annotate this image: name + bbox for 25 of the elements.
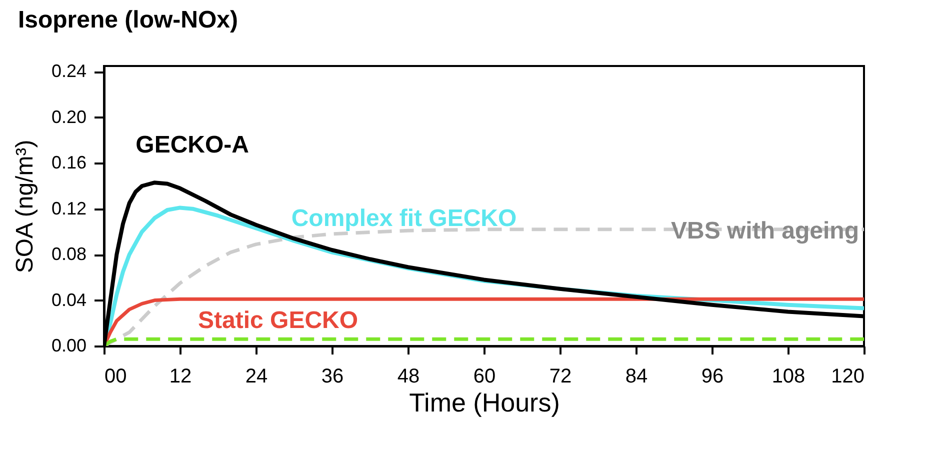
y-tick-label: 0.20 — [51, 106, 86, 127]
y-tick-label: 0.16 — [51, 152, 86, 173]
chart-title: Isoprene (low-NOx) — [18, 6, 238, 34]
y-tick-label: 0.00 — [51, 336, 86, 356]
x-tick-label: 96 — [701, 366, 724, 388]
x-tick-label: 36 — [321, 366, 344, 388]
x-tick-label: 60 — [473, 366, 496, 388]
x-tick-label: 24 — [245, 366, 268, 388]
x-tick-label: 48 — [397, 366, 420, 388]
y-tick-label: 0.24 — [51, 61, 86, 82]
y-tick-label: 0.04 — [51, 290, 86, 310]
y-axis-title: SOA (ng/m³) — [11, 140, 38, 274]
x-tick-label: 84 — [625, 366, 648, 388]
series-label: VBS with ageing — [670, 217, 859, 244]
x-tick-label: 120 — [831, 366, 864, 388]
x-axis-title: Time (Hours) — [409, 388, 560, 418]
x-tick-label: 12 — [169, 366, 192, 388]
series-label: Complex fit GECKO — [291, 204, 517, 232]
series-label: Static GECKO — [198, 307, 358, 334]
y-tick-label: 0.08 — [51, 244, 86, 264]
x-tick-label: 72 — [549, 366, 572, 388]
x-tick-label: 00 — [104, 366, 127, 388]
series-label: GECKO-A — [136, 132, 250, 159]
y-tick-label: 0.12 — [51, 198, 86, 218]
x-tick-label: 108 — [772, 366, 806, 388]
